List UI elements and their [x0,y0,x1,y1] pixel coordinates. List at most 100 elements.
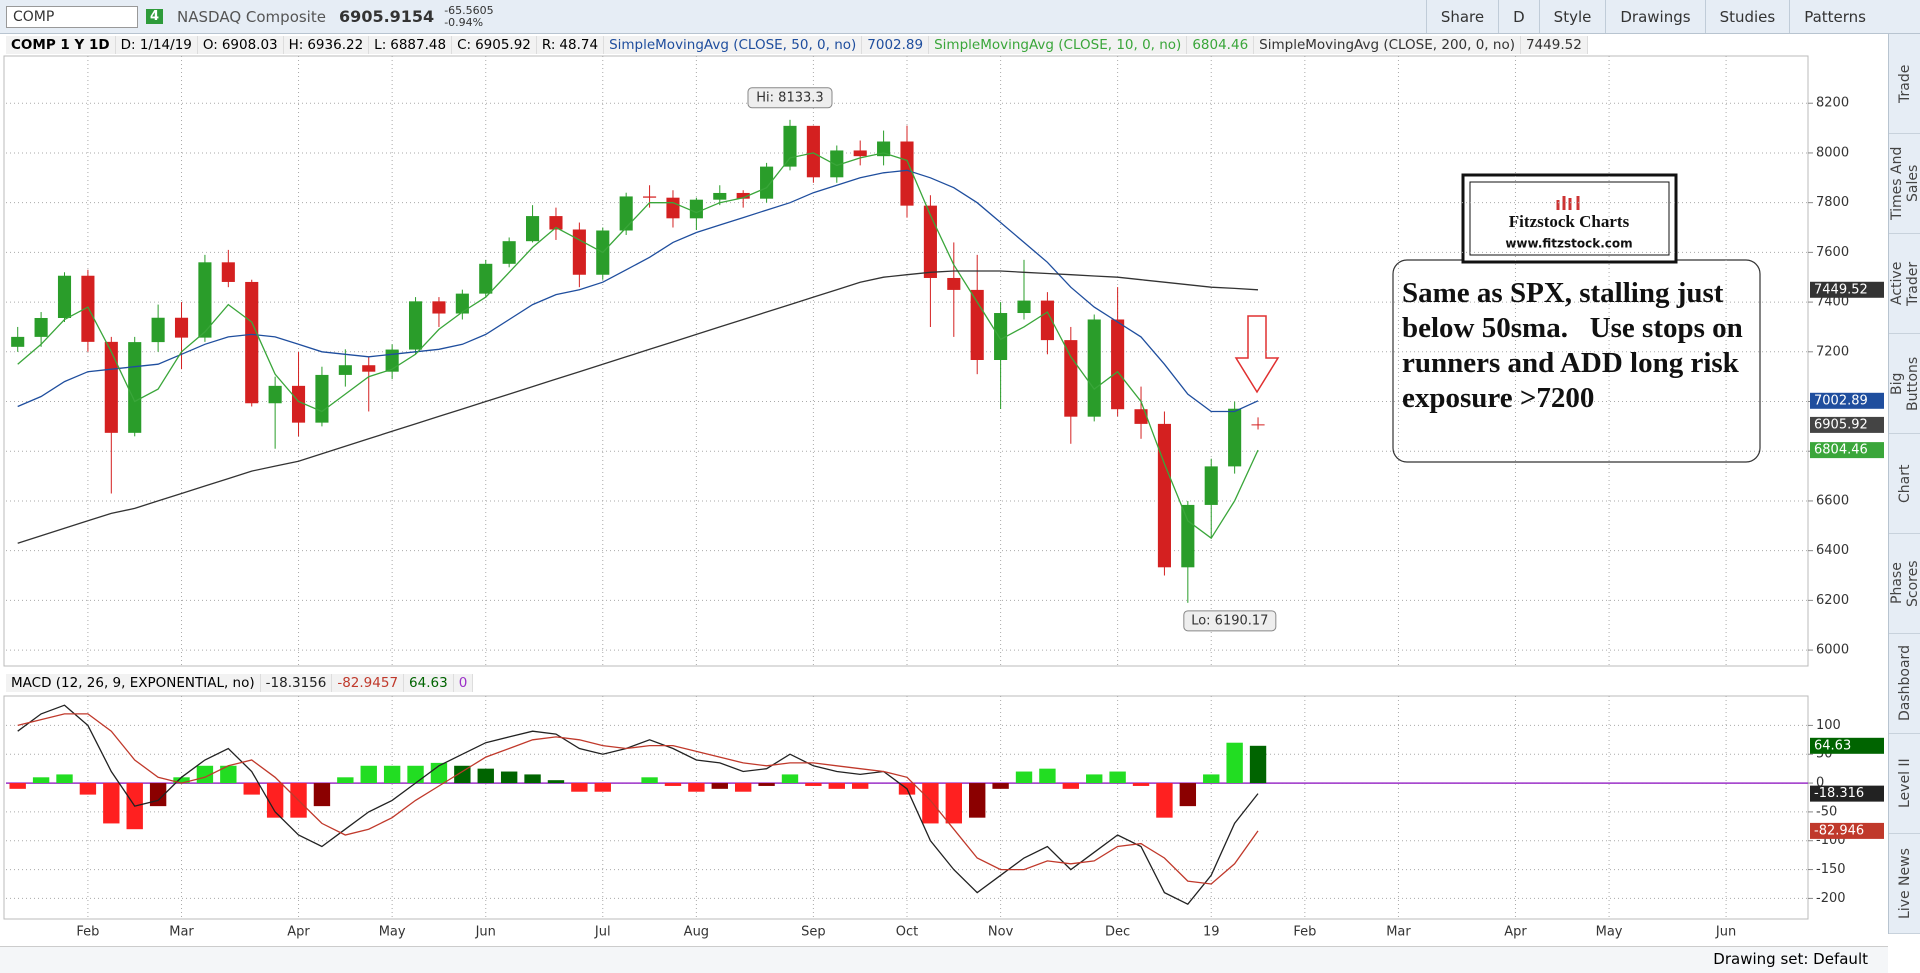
link-number[interactable]: 4 [146,9,164,24]
ohlc-value: 6887.48 [390,37,447,53]
histogram-bar [407,765,424,784]
side-tab[interactable]: Big Buttons [1889,334,1920,434]
x-tick-label: Apr [1504,925,1527,940]
histogram-bar [524,774,541,784]
macd-header: MACD (12, 26, 9, EXPONENTIAL, no) -18.315… [6,673,474,693]
side-tab[interactable]: Dashboard [1889,634,1920,734]
price-badge [1810,392,1884,409]
x-tick-label: Mar [169,925,194,940]
histogram-bar [1039,768,1056,784]
histogram-bar [594,783,611,792]
candle-body [1181,504,1195,568]
toolbar-button[interactable]: Studies [1704,0,1790,33]
candle-body [1134,409,1148,424]
candle-body [455,293,469,314]
side-tab[interactable]: Active Trader [1889,234,1920,334]
line [17,270,1259,544]
candle-body [502,241,516,264]
y-tick-label: 6000 [1816,643,1849,658]
candle-body [479,263,493,294]
macd-legend-value: -82.9457 [332,674,405,692]
histogram-bar [1203,774,1220,784]
x-tick-label: Apr [287,925,310,940]
histogram-bar [922,783,939,824]
x-tick-label: Oct [896,925,918,940]
legend-entry: SimpleMovingAvg (CLOSE, 10, 0, no) [929,36,1188,54]
histogram-bar [688,783,705,792]
candle-body [1204,466,1218,505]
y-tick-label: 7800 [1816,195,1849,210]
toolbar-button[interactable]: Share [1425,0,1498,33]
x-tick-label: Aug [684,925,709,940]
price-badge [1810,416,1884,433]
candle-body [877,141,891,157]
range-label: R: [541,37,556,53]
histogram-bar [1109,771,1126,784]
toolbar: COMP 4 NASDAQ Composite 6905.9154 -65.56… [0,0,1920,34]
hi-label: Hi: 8133.3 [756,90,823,105]
y-tick-label: -150 [1816,862,1846,877]
candle-body [689,199,703,219]
hi-label-box [747,87,833,109]
candle-body [198,262,212,338]
candle-body [315,374,329,423]
histogram-bar [805,783,822,786]
logo-url: www.fitzstock.com [1505,237,1632,251]
toolbar-button[interactable]: Drawings [1605,0,1704,33]
candle-body [1040,300,1054,341]
toolbar-button[interactable]: Patterns [1789,0,1880,33]
logo-title: Fitzstock Charts [1509,212,1630,231]
ohlc-value: 6908.03 [221,37,278,53]
change-value: -65.5605 [444,3,494,17]
x-tick-label: May [379,925,406,940]
histogram-bar [454,765,471,784]
toolbar-button[interactable]: Style [1538,0,1606,33]
histogram-bar [1179,783,1197,807]
range-value: 48.74 [559,37,599,53]
candle-body [104,341,118,433]
macd-legend-value: -18.3156 [260,674,333,692]
description: NASDAQ Composite [177,7,326,26]
candle-body [994,313,1008,361]
logo-box [1461,173,1678,264]
candle-body [806,125,820,178]
legend-entry: SimpleMovingAvg (CLOSE, 200, 0, no) [1254,36,1521,54]
logo-inner [1469,181,1670,256]
candle-body [526,216,540,242]
line [17,704,1259,906]
price-badge [1810,281,1884,298]
histogram-bar [641,777,658,784]
price-badge-text: 6905.92 [1814,417,1868,432]
side-tab[interactable]: Times And Sales [1889,134,1920,234]
histogram-bar [758,783,775,786]
candle-body [245,281,259,404]
histogram-bar [477,768,494,784]
histogram-bar [992,783,1009,789]
y-tick-label: 7400 [1816,295,1849,310]
candle-body [900,141,914,206]
histogram-bar [337,777,354,784]
candle-body [268,385,282,404]
candle-body [947,277,961,290]
ohlc-close: C: 6905.92 [452,36,537,54]
side-tab[interactable]: Trade [1889,34,1920,134]
candle-body [1157,423,1171,568]
histogram-bar [500,771,518,784]
side-tab[interactable]: Phase Scores [1889,534,1920,634]
legend-entry: SimpleMovingAvg (CLOSE, 50, 0, no) [604,36,863,54]
y-tick-label: -50 [1816,804,1837,819]
histogram-bar [1132,783,1150,786]
toolbar-button[interactable]: D [1498,0,1539,33]
side-tab[interactable]: Level II [1889,734,1920,834]
histogram-bar [383,765,401,784]
candle-body [1017,300,1031,314]
x-tick-label: Mar [1386,925,1411,940]
drawing-set[interactable]: Drawing set: Default [1713,950,1868,968]
side-tab[interactable]: Live News [1889,834,1920,934]
side-tab[interactable]: Chart [1889,434,1920,534]
macd-badge-text: 64.63 [1814,738,1851,753]
symbol-input[interactable]: COMP [6,5,138,28]
candle-body [830,150,844,178]
chart-label: COMP 1 Y 1D [6,36,116,54]
chart: Fitzstock Charts www.fitzstock.com 6000 6… [3,55,1884,940]
